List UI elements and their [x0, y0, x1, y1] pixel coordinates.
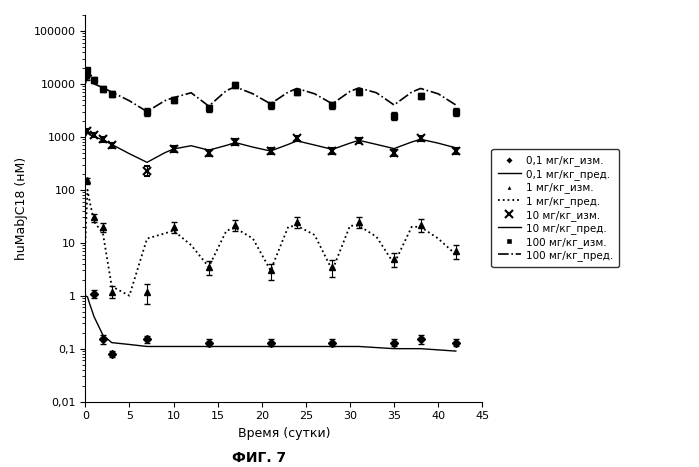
X-axis label: Время (сутки): Время (сутки) — [238, 427, 330, 440]
Legend: 0,1 мг/кг_изм., 0,1 мг/кг_пред., 1 мг/кг_изм., 1 мг/кг_пред., 10 мг/кг_изм., 10 : 0,1 мг/кг_изм., 0,1 мг/кг_пред., 1 мг/кг… — [491, 149, 619, 267]
Y-axis label: huMabJC18 (нМ): huMabJC18 (нМ) — [15, 157, 28, 260]
Text: ФИГ. 7: ФИГ. 7 — [231, 451, 286, 465]
